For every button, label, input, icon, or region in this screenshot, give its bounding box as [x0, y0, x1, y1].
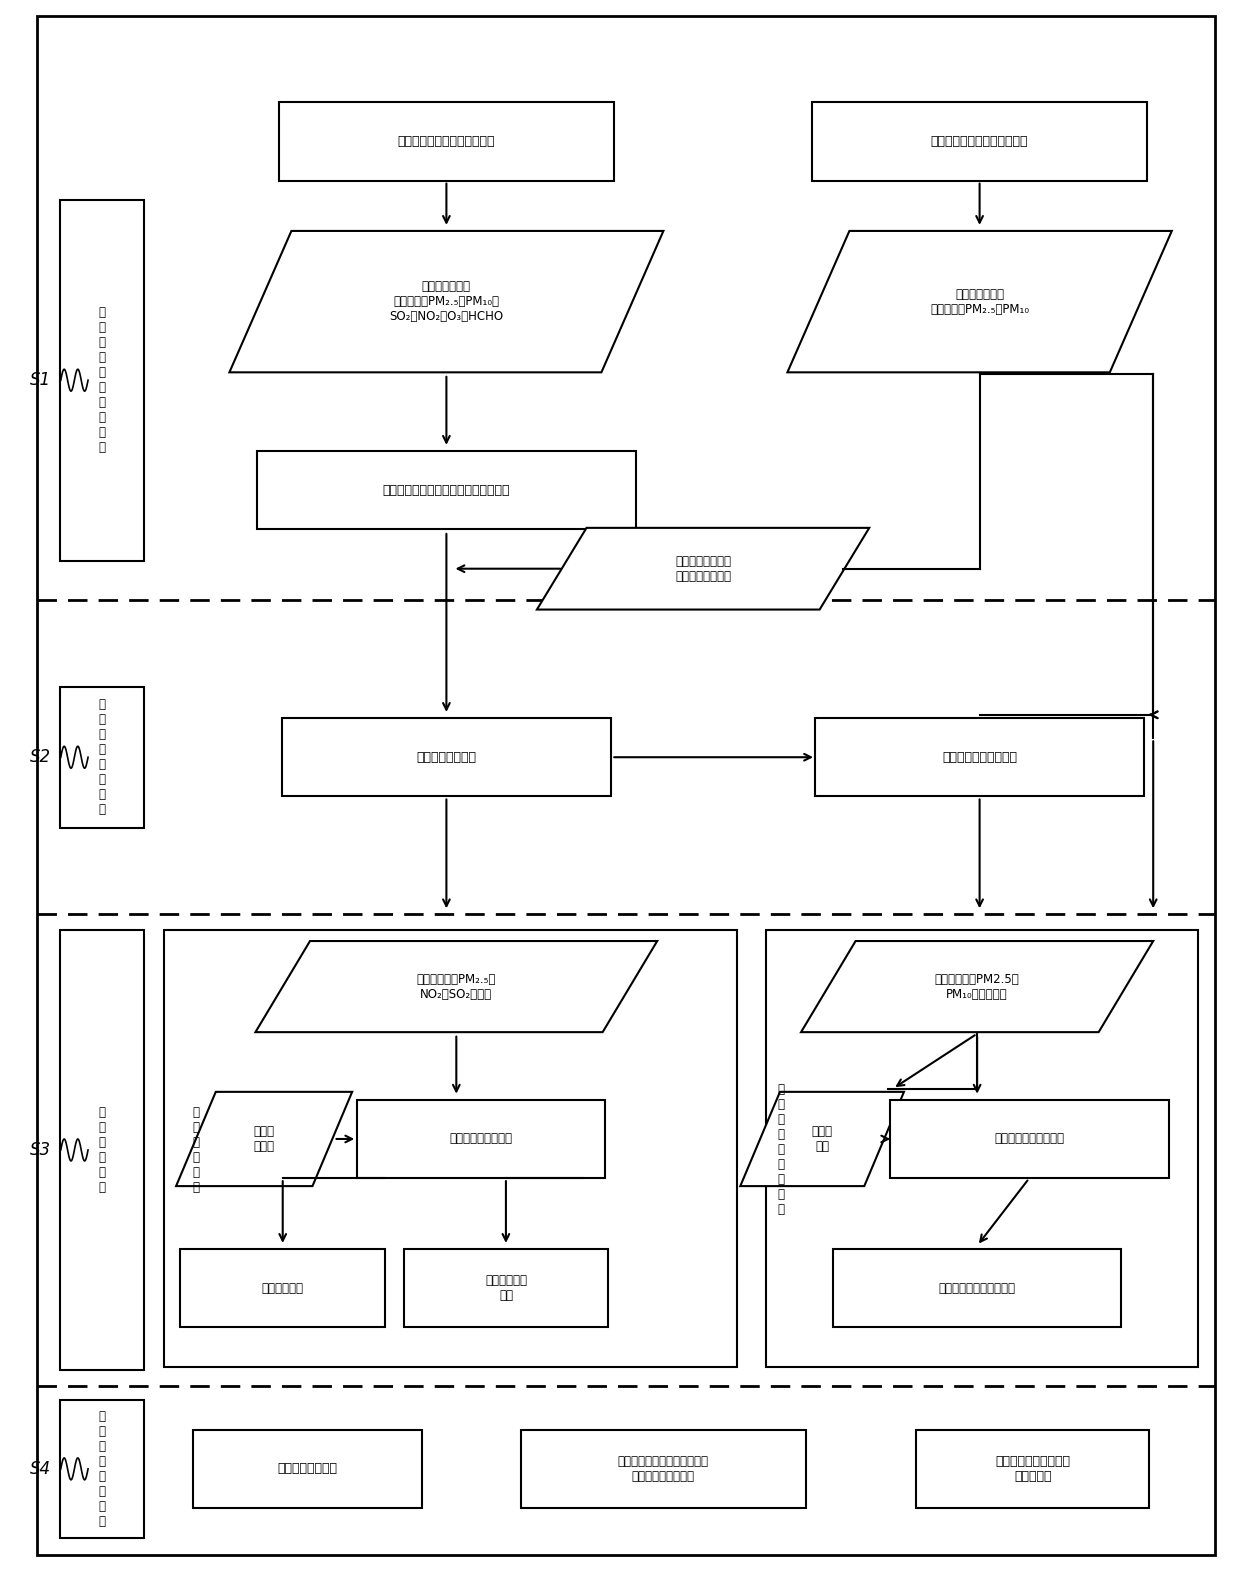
- Text: 科学评价空气质量: 科学评价空气质量: [278, 1463, 337, 1475]
- Text: 极轨卫星监测PM₂.₅、
NO₂和SO₂月均值: 极轨卫星监测PM₂.₅、 NO₂和SO₂月均值: [417, 972, 496, 1001]
- Text: S1: S1: [30, 371, 52, 390]
- Text: 确
定
监
测
评
估
对
象: 确 定 监 测 评 估 对 象: [98, 698, 105, 817]
- Text: 细分为精细化监管网格: 细分为精细化监管网格: [942, 751, 1017, 764]
- Text: 每
月
预
警
评
估: 每 月 预 警 评 估: [192, 1106, 200, 1194]
- Bar: [766, 930, 1198, 1367]
- Text: 动
态
监
测
评
估: 动 态 监 测 评 估: [98, 1106, 105, 1194]
- Text: 建立基于六要素的重污染高发指数模型: 建立基于六要素的重污染高发指数模型: [383, 484, 510, 496]
- Bar: [889, 1100, 1168, 1178]
- Text: 及时发现问题解决问题，为监
管人员提供问题线索: 及时发现问题解决问题，为监 管人员提供问题线索: [618, 1455, 709, 1483]
- Bar: [164, 930, 737, 1367]
- Text: 每天精细化网格报警名单: 每天精细化网格报警名单: [939, 1282, 1016, 1295]
- Polygon shape: [740, 1092, 904, 1186]
- Bar: [181, 1249, 384, 1327]
- Text: 支撑地方大气污染防治
精细化管理: 支撑地方大气污染防治 精细化管理: [996, 1455, 1070, 1483]
- Bar: [60, 200, 144, 561]
- Text: 极轨卫星（高分五号卫星等）: 极轨卫星（高分五号卫星等）: [398, 135, 495, 148]
- Bar: [916, 1430, 1149, 1508]
- Bar: [816, 718, 1145, 796]
- Text: 空气质量评估
报告: 空气质量评估 报告: [485, 1274, 527, 1302]
- Polygon shape: [229, 231, 663, 372]
- Polygon shape: [255, 941, 657, 1032]
- Text: S3: S3: [30, 1141, 52, 1159]
- Text: 多元线性回归报警模型: 多元线性回归报警模型: [994, 1133, 1064, 1145]
- Bar: [521, 1430, 806, 1508]
- Bar: [60, 930, 144, 1370]
- Polygon shape: [176, 1092, 352, 1186]
- Text: 静止卫星（高分四号卫星等）: 静止卫星（高分四号卫星等）: [931, 135, 1028, 148]
- Polygon shape: [787, 231, 1172, 372]
- Bar: [357, 1100, 605, 1178]
- Bar: [833, 1249, 1121, 1327]
- Bar: [60, 1400, 144, 1538]
- Polygon shape: [537, 528, 869, 610]
- Text: S4: S4: [30, 1459, 52, 1478]
- Text: 时间频次：每天
监测要素：PM₂.₅、PM₁₀、
SO₂、NO₂、O₃和HCHO: 时间频次：每天 监测要素：PM₂.₅、PM₁₀、 SO₂、NO₂、O₃和HCHO: [389, 280, 503, 324]
- Bar: [281, 718, 611, 796]
- Text: 高分一号卫星数据
高分二号卫星数据: 高分一号卫星数据 高分二号卫星数据: [675, 555, 732, 583]
- Text: 精细化
网格: 精细化 网格: [812, 1125, 832, 1153]
- Text: 静止卫星监测PM2.5和
PM₁₀浓度小时值: 静止卫星监测PM2.5和 PM₁₀浓度小时值: [935, 972, 1019, 1001]
- Text: 每
天
不
定
期
异
常
报
警: 每 天 不 定 期 异 常 报 警: [777, 1084, 785, 1216]
- Text: 重点关
注网格: 重点关 注网格: [254, 1125, 274, 1153]
- Text: 时间频次：小时
监测要素：PM₂.₅、PM₁₀: 时间频次：小时 监测要素：PM₂.₅、PM₁₀: [930, 287, 1029, 316]
- Text: 预警网格名单: 预警网格名单: [262, 1282, 304, 1295]
- Text: 同比、环比加权排名: 同比、环比加权排名: [450, 1133, 512, 1145]
- Text: 选定重点关注网格: 选定重点关注网格: [417, 751, 476, 764]
- Text: 评
估
结
果
精
准
推
送: 评 估 结 果 精 准 推 送: [98, 1409, 105, 1529]
- Bar: [60, 687, 144, 828]
- Polygon shape: [801, 941, 1153, 1032]
- Bar: [279, 102, 614, 181]
- Bar: [193, 1430, 422, 1508]
- Bar: [403, 1249, 608, 1327]
- Text: 卫
星
遥
感
立
体
监
测
反
演: 卫 星 遥 感 立 体 监 测 反 演: [98, 306, 105, 454]
- Text: S2: S2: [30, 748, 52, 767]
- Bar: [258, 451, 635, 529]
- Bar: [812, 102, 1147, 181]
